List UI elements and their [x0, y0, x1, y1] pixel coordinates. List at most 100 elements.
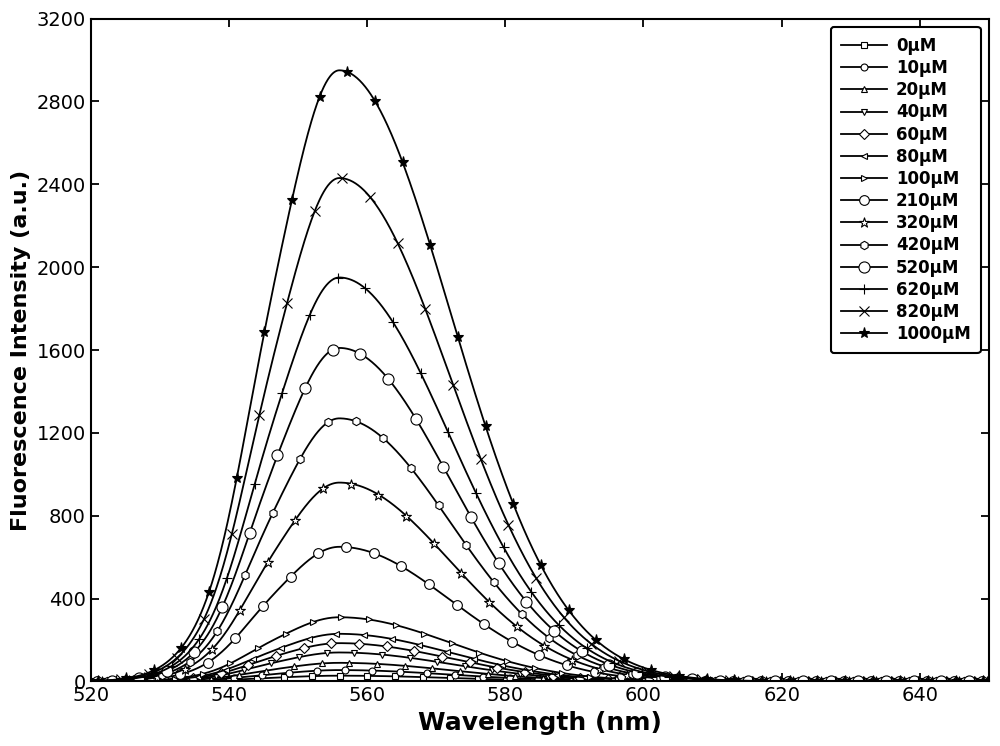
40μM — [888, 677, 900, 686]
520μM — [103, 677, 115, 686]
80μM — [596, 674, 608, 683]
420μM — [596, 662, 608, 671]
210μM — [486, 625, 498, 634]
40μM — [85, 677, 97, 686]
100μM — [92, 677, 104, 686]
520μM — [888, 677, 900, 686]
100μM — [486, 652, 498, 661]
60μM — [596, 674, 608, 683]
60μM — [486, 662, 498, 671]
Line: 80μM: 80μM — [87, 630, 992, 685]
60μM — [888, 677, 900, 686]
0μM — [92, 677, 104, 686]
10μM — [486, 673, 498, 682]
210μM — [596, 669, 608, 678]
10μM — [641, 677, 653, 686]
80μM — [983, 677, 995, 686]
620μM — [888, 677, 900, 686]
520μM — [596, 657, 608, 666]
0μM — [103, 677, 115, 686]
420μM — [85, 677, 97, 686]
320μM — [888, 677, 900, 686]
620μM — [334, 273, 346, 282]
210μM — [103, 677, 115, 686]
Line: 820μM: 820μM — [86, 173, 994, 686]
620μM — [596, 653, 608, 662]
210μM — [92, 677, 104, 686]
100μM — [85, 677, 97, 686]
Line: 1000μM: 1000μM — [85, 65, 994, 687]
20μM — [85, 677, 97, 686]
420μM — [486, 576, 498, 585]
320μM — [85, 677, 97, 686]
60μM — [334, 639, 346, 648]
1000μM — [92, 677, 104, 686]
60μM — [92, 677, 104, 686]
40μM — [641, 677, 653, 686]
1000μM — [103, 676, 115, 685]
820μM — [85, 677, 97, 686]
420μM — [334, 414, 346, 423]
520μM — [85, 677, 97, 686]
40μM — [596, 675, 608, 684]
210μM — [641, 674, 653, 683]
0μM — [334, 671, 346, 680]
520μM — [92, 677, 104, 686]
Line: 520μM: 520μM — [85, 342, 994, 687]
520μM — [486, 549, 498, 558]
100μM — [983, 677, 995, 686]
60μM — [983, 677, 995, 686]
1000μM — [334, 66, 346, 75]
20μM — [92, 677, 104, 686]
80μM — [888, 677, 900, 686]
1000μM — [596, 641, 608, 650]
10μM — [983, 677, 995, 686]
210μM — [334, 542, 346, 551]
420μM — [641, 671, 653, 680]
820μM — [486, 484, 498, 493]
620μM — [85, 677, 97, 686]
520μM — [983, 677, 995, 686]
20μM — [983, 677, 995, 686]
1000μM — [85, 677, 97, 686]
20μM — [596, 676, 608, 685]
620μM — [103, 676, 115, 685]
0μM — [888, 677, 900, 686]
820μM — [888, 677, 900, 686]
10μM — [85, 677, 97, 686]
420μM — [983, 677, 995, 686]
40μM — [486, 666, 498, 675]
820μM — [983, 677, 995, 686]
820μM — [103, 676, 115, 685]
40μM — [983, 677, 995, 686]
Line: 60μM: 60μM — [87, 639, 992, 685]
520μM — [334, 343, 346, 352]
20μM — [103, 677, 115, 686]
620μM — [641, 668, 653, 677]
320μM — [92, 677, 104, 686]
210μM — [983, 677, 995, 686]
820μM — [92, 677, 104, 686]
20μM — [641, 677, 653, 686]
320μM — [596, 665, 608, 674]
1000μM — [983, 677, 995, 686]
Line: 20μM: 20μM — [87, 659, 992, 685]
100μM — [103, 677, 115, 686]
620μM — [486, 522, 498, 531]
320μM — [103, 677, 115, 686]
Y-axis label: Fluorescence Intensity (a.u.): Fluorescence Intensity (a.u.) — [11, 169, 31, 530]
210μM — [888, 677, 900, 686]
320μM — [334, 478, 346, 487]
20μM — [334, 659, 346, 668]
10μM — [334, 665, 346, 674]
60μM — [103, 677, 115, 686]
1000μM — [486, 442, 498, 451]
80μM — [334, 630, 346, 639]
0μM — [85, 677, 97, 686]
Line: 420μM: 420μM — [87, 414, 993, 686]
0μM — [641, 677, 653, 686]
100μM — [596, 673, 608, 682]
100μM — [641, 676, 653, 685]
0μM — [983, 677, 995, 686]
0μM — [486, 675, 498, 684]
